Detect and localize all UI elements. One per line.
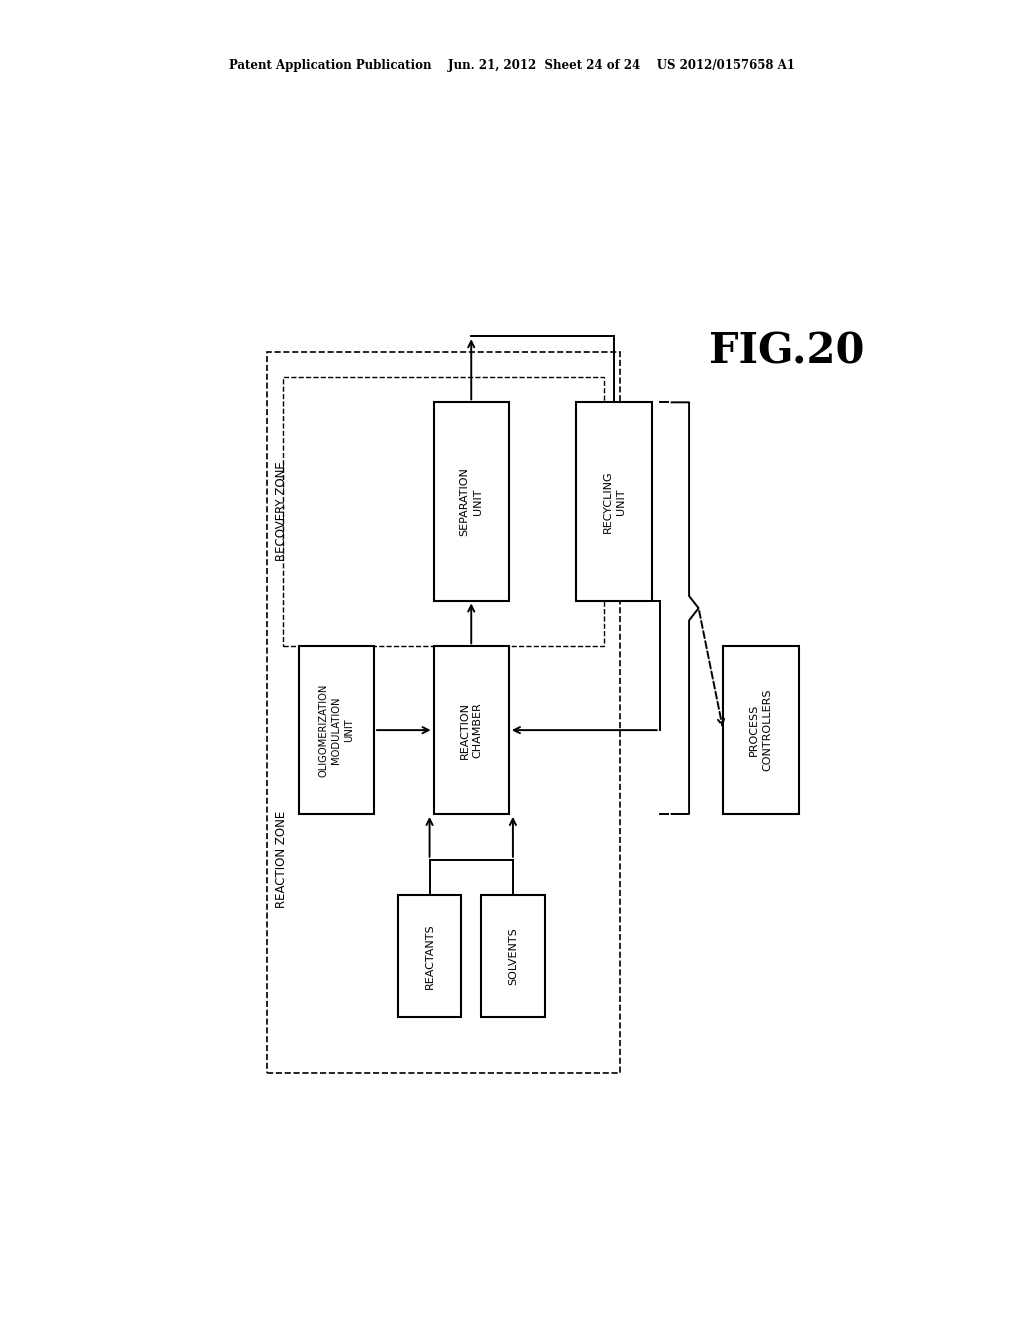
Bar <box>723 647 799 814</box>
Text: REACTION
CHAMBER: REACTION CHAMBER <box>460 702 483 759</box>
Text: SOLVENTS: SOLVENTS <box>508 928 518 985</box>
Text: Patent Application Publication    Jun. 21, 2012  Sheet 24 of 24    US 2012/01576: Patent Application Publication Jun. 21, … <box>229 59 795 73</box>
Bar <box>397 895 461 1018</box>
Bar <box>267 351 621 1073</box>
Bar <box>481 895 545 1018</box>
Text: OLIGOMERIZATION
MODULATION
UNIT: OLIGOMERIZATION MODULATION UNIT <box>318 684 354 776</box>
Text: PROCESS
CONTROLLERS: PROCESS CONTROLLERS <box>750 689 772 771</box>
Text: RECOVERY ZONE: RECOVERY ZONE <box>274 462 288 561</box>
Text: REACTANTS: REACTANTS <box>425 924 434 989</box>
Bar <box>577 403 651 601</box>
Text: RECYCLING
UNIT: RECYCLING UNIT <box>602 470 626 533</box>
Bar <box>433 403 509 601</box>
Text: FIG.20: FIG.20 <box>709 330 864 372</box>
Text: SEPARATION
UNIT: SEPARATION UNIT <box>460 467 483 536</box>
Text: REACTION ZONE: REACTION ZONE <box>274 810 288 908</box>
Bar <box>299 647 374 814</box>
Bar <box>433 647 509 814</box>
Bar <box>283 378 604 647</box>
